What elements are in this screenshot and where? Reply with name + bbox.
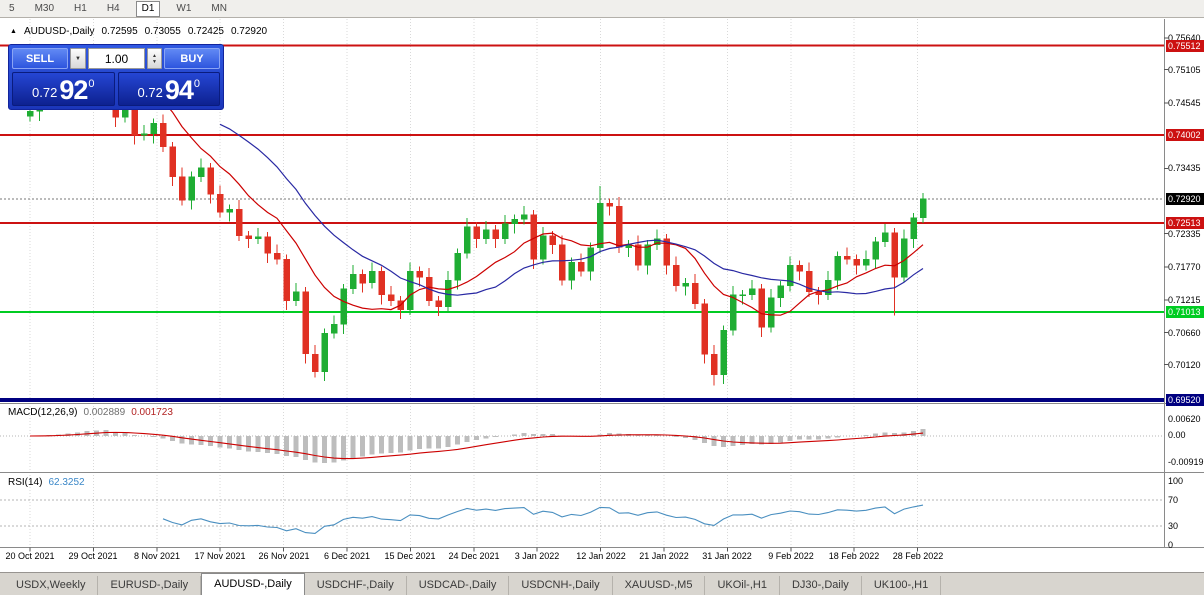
symbol-marker-icon: ▲ xyxy=(10,28,17,35)
sell-price-main: 0.72 xyxy=(32,85,58,100)
ma-slow-line xyxy=(219,123,924,296)
chart-symbol-label: AUDUSD-,Daily xyxy=(23,26,95,37)
tab-uk100-h1[interactable]: UK100-,H1 xyxy=(862,576,942,595)
buy-price-big-digits: 94 xyxy=(164,75,194,105)
buy-button[interactable]: BUY xyxy=(164,48,220,69)
rsi-axis-label: 100 xyxy=(1168,476,1184,486)
timeframe-button-mn[interactable]: MN xyxy=(211,2,227,14)
ohlc-open: 0.72595 xyxy=(101,26,138,37)
rsi-axis-label: 0 xyxy=(1168,540,1174,550)
date-axis-label: 17 Nov 2021 xyxy=(194,551,246,561)
ohlc-low: 0.72425 xyxy=(187,26,224,37)
volume-input[interactable] xyxy=(88,48,145,69)
timeframe-button-w1[interactable]: W1 xyxy=(176,2,192,14)
price-axis-label: 0.70120 xyxy=(1168,360,1201,370)
timeframe-button-5[interactable]: 5 xyxy=(9,2,15,14)
price-axis-label: 0.75640 xyxy=(1168,33,1201,43)
date-axis-label: 20 Oct 2021 xyxy=(5,551,55,561)
date-axis-label: 29 Oct 2021 xyxy=(68,551,118,561)
macd-name: MACD(12,26,9) xyxy=(8,407,78,418)
tab-usdcnh-daily[interactable]: USDCNH-,Daily xyxy=(509,576,613,595)
price-axis-label: 0.75105 xyxy=(1168,65,1201,75)
sell-button[interactable]: SELL xyxy=(12,48,68,69)
one-click-trading-panel: SELL ▼ ▲ ▼ BUY 0.72 92 0 0.72 94 0 xyxy=(8,44,224,110)
sell-price-display[interactable]: 0.72 92 0 xyxy=(12,72,115,106)
macd-layer xyxy=(46,429,926,463)
date-axis-label: 12 Jan 2022 xyxy=(576,551,626,561)
tab-usdx-weekly[interactable]: USDX,Weekly xyxy=(4,576,99,595)
tab-audusd-daily[interactable]: AUDUSD-,Daily xyxy=(201,573,305,595)
macd-axis-label: 0.00 xyxy=(1168,430,1186,440)
macd-signal-line xyxy=(29,431,924,460)
macd-main-value: 0.002889 xyxy=(83,407,126,418)
buy-price-pipette: 0 xyxy=(193,78,200,90)
dividers-layer xyxy=(0,19,1204,552)
rsi-line xyxy=(162,504,924,534)
tab-dj30-daily[interactable]: DJ30-,Daily xyxy=(780,576,862,595)
volume-step-down-icon[interactable]: ▼ xyxy=(152,58,157,65)
rsi-axis-label: 30 xyxy=(1168,521,1179,531)
tab-eurusd-daily[interactable]: EURUSD-,Daily xyxy=(98,576,202,595)
price-level-badge: 0.69520 xyxy=(1166,394,1204,406)
price-level-badge: 0.75512 xyxy=(1166,40,1204,52)
price-axis-label: 0.73435 xyxy=(1168,163,1201,173)
date-axis-label: 8 Nov 2021 xyxy=(133,551,181,561)
date-axis-label: 28 Feb 2022 xyxy=(892,551,944,561)
macd-signal-value: 0.001723 xyxy=(131,407,173,418)
macd-title: MACD(12,26,9) 0.002889 0.001723 xyxy=(8,407,173,418)
date-axis-label: 18 Feb 2022 xyxy=(828,551,880,561)
date-axis-label: 9 Feb 2022 xyxy=(768,551,814,561)
chart-title-bar: ▲ AUDUSD-,Daily 0.72595 0.73055 0.72425 … xyxy=(10,26,267,37)
price-axis-label: 0.72335 xyxy=(1168,229,1201,239)
macd-axis-label: 0.00620 xyxy=(1168,414,1201,424)
date-axis-label: 21 Jan 2022 xyxy=(639,551,689,561)
timeframe-button-m30[interactable]: M30 xyxy=(34,2,55,14)
volume-step-up-icon[interactable]: ▲ xyxy=(152,52,157,59)
rsi-title: RSI(14) 62.3252 xyxy=(8,477,85,488)
price-axis-label: 0.71770 xyxy=(1168,262,1201,272)
price-axis-label: 0.74545 xyxy=(1168,98,1201,108)
date-axis-label: 24 Dec 2021 xyxy=(448,551,500,561)
tab-usdcad-daily[interactable]: USDCAD-,Daily xyxy=(407,576,510,595)
sell-price-pipette: 0 xyxy=(88,78,95,90)
ma-fast-line xyxy=(115,82,924,316)
timeframe-button-d1[interactable]: D1 xyxy=(135,0,161,17)
date-axis-label: 3 Jan 2022 xyxy=(514,551,560,561)
rsi-axis-label: 70 xyxy=(1168,495,1179,505)
date-axis-label: 26 Nov 2021 xyxy=(258,551,310,561)
macd-axis-label: -0.00919 xyxy=(1168,457,1204,467)
rsi-name: RSI(14) xyxy=(8,477,43,488)
ohlc-close: 0.72920 xyxy=(230,26,268,37)
price-axis-label: 0.71215 xyxy=(1168,295,1201,305)
ohlc-high: 0.73055 xyxy=(144,26,181,37)
tab-usdchf-daily[interactable]: USDCHF-,Daily xyxy=(305,576,407,595)
timeframe-toolbar: 5 M30 H1 H4 D1 W1 MN xyxy=(0,0,1204,18)
date-axis-label: 15 Dec 2021 xyxy=(384,551,436,561)
current-price-badge: 0.72920 xyxy=(1166,193,1204,205)
price-level-badge: 0.72513 xyxy=(1166,217,1204,229)
date-axis-label: 31 Jan 2022 xyxy=(702,551,752,561)
tab-xauusd-m5[interactable]: XAUUSD-,M5 xyxy=(613,576,706,595)
volume-dropdown-icon[interactable]: ▼ xyxy=(70,48,86,69)
date-axis-label: 6 Dec 2021 xyxy=(323,551,371,561)
sell-price-big-digits: 92 xyxy=(59,75,88,105)
timeframe-button-h1[interactable]: H1 xyxy=(74,2,87,14)
volume-stepper[interactable]: ▲ ▼ xyxy=(147,48,162,69)
price-level-badge: 0.71013 xyxy=(1166,306,1204,318)
price-level-badge: 0.74002 xyxy=(1166,129,1204,141)
buy-price-display[interactable]: 0.72 94 0 xyxy=(117,72,220,106)
chart-tab-bar: USDX,Weekly EURUSD-,Daily AUDUSD-,Daily USD… xyxy=(0,572,1204,595)
timeframe-button-h4[interactable]: H4 xyxy=(106,2,120,14)
price-axis-label: 0.70660 xyxy=(1168,328,1201,338)
buy-price-main: 0.72 xyxy=(137,85,163,100)
rsi-value: 62.3252 xyxy=(48,477,85,488)
tab-ukoil-h1[interactable]: UKOil-,H1 xyxy=(705,576,780,595)
